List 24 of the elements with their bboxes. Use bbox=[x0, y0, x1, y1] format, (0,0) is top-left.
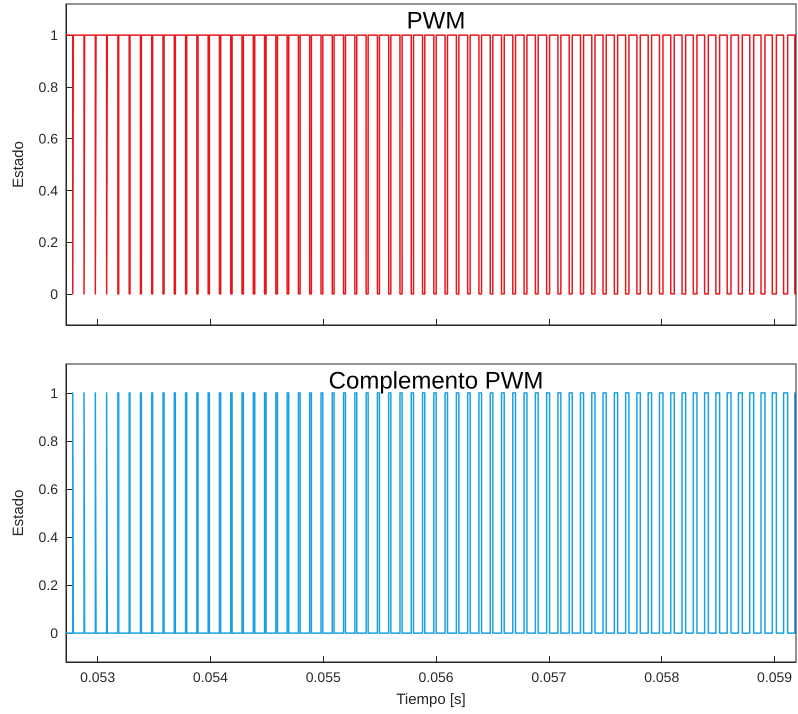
chart-title: PWM bbox=[406, 8, 466, 34]
x-tick-label: 0.057 bbox=[531, 669, 567, 685]
x-tick-label: 0.059 bbox=[757, 669, 792, 685]
y-tick-label: 0.6 bbox=[38, 480, 58, 497]
y-tick-label: 0.4 bbox=[38, 182, 58, 198]
x-tick-label: 0.058 bbox=[644, 669, 680, 685]
x-axis-title: Tiempo [s] bbox=[396, 691, 466, 708]
y-tick-label: 0.2 bbox=[38, 234, 58, 250]
x-tick-label: 0.055 bbox=[306, 669, 341, 685]
y-tick-label: 0.6 bbox=[38, 130, 58, 147]
y-tick-label: 0.2 bbox=[38, 577, 58, 594]
y-tick-label: 0.8 bbox=[38, 432, 58, 449]
y-tick-label: 0.4 bbox=[38, 529, 58, 546]
y-axis-title: Estado bbox=[10, 141, 27, 188]
y-tick-label: 0.8 bbox=[38, 78, 58, 95]
x-tick-label: 0.053 bbox=[80, 669, 116, 685]
y-tick-label: 1 bbox=[50, 384, 58, 401]
y-tick-label: 1 bbox=[50, 27, 58, 44]
y-axis-title: Estado bbox=[10, 490, 27, 536]
x-tick-label: 0.056 bbox=[418, 669, 454, 685]
x-tick-label: 0.054 bbox=[192, 669, 228, 685]
chart-title: Complemento PWM bbox=[328, 368, 544, 394]
y-tick-label: 0 bbox=[50, 625, 58, 642]
y-tick-label: 0 bbox=[50, 286, 58, 302]
